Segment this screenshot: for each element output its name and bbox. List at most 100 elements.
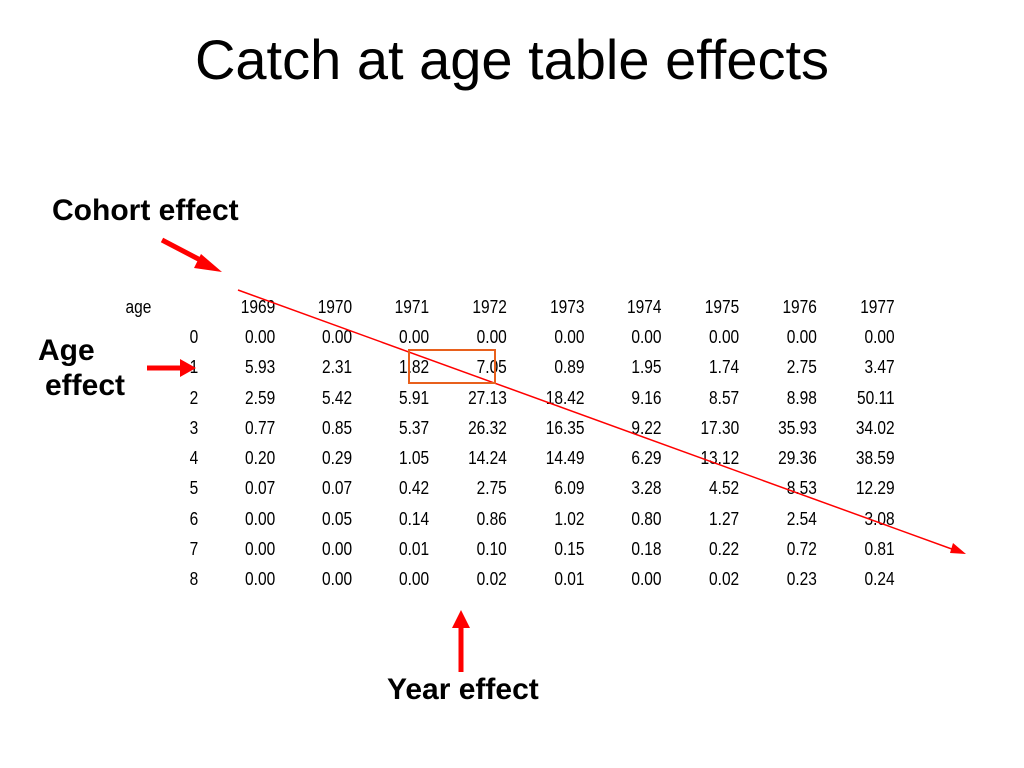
cohort-arrow-icon bbox=[160, 237, 222, 272]
catch-value-cell: 0.85 bbox=[322, 417, 353, 438]
catch-value-cell: 29.36 bbox=[778, 448, 817, 469]
row-spacer bbox=[100, 474, 151, 504]
year-header-1972: 1972 bbox=[472, 296, 507, 317]
catch-value-cell: 0.07 bbox=[322, 478, 353, 499]
table-row: 2 2.59 5.42 5.91 27.13 18.42 9.16 8.57 8.98 50.11 bbox=[100, 383, 895, 413]
catch-value-cell: 0.02 bbox=[709, 569, 740, 590]
catch-value-cell: 0.00 bbox=[631, 326, 662, 347]
catch-value-cell: 8.98 bbox=[786, 387, 817, 408]
table-header-row: age 1969 1970 1971 1972 1973 1974 1975 1976 1977 bbox=[100, 292, 894, 322]
catch-value-cell: 14.49 bbox=[545, 448, 585, 469]
table-row: 7 0.00 0.00 0.01 0.10 0.15 0.18 0.22 0.72 0.81 bbox=[100, 534, 895, 564]
table-row: 4 0.20 0.29 1.05 14.24 14.49 6.29 13.12 29.36 38.… bbox=[100, 443, 895, 473]
age-cell: 6 bbox=[189, 508, 199, 529]
catch-value-cell: 2.75 bbox=[476, 478, 507, 499]
catch-value-cell: 3.47 bbox=[864, 357, 895, 378]
age-cell: 3 bbox=[189, 417, 199, 438]
catch-value-cell: 8.57 bbox=[709, 387, 740, 408]
year-header-1969: 1969 bbox=[240, 296, 276, 317]
catch-value-cell: 0.00 bbox=[322, 326, 353, 347]
catch-value-cell: 9.22 bbox=[631, 417, 662, 438]
row-spacer bbox=[100, 413, 151, 443]
catch-value-cell: 6.09 bbox=[554, 478, 585, 499]
age-effect-label-line1: Age bbox=[38, 334, 95, 367]
catch-value-cell: 1.02 bbox=[554, 508, 585, 529]
row-spacer bbox=[100, 565, 151, 595]
catch-value-cell: 1.82 bbox=[398, 357, 430, 378]
row-spacer bbox=[100, 504, 151, 534]
age-cell: 7 bbox=[189, 539, 199, 560]
age-column-header: age bbox=[125, 296, 152, 317]
slide-title: Catch at age table effects bbox=[194, 28, 830, 91]
year-header-1975: 1975 bbox=[704, 296, 740, 317]
catch-value-cell: 0.29 bbox=[322, 448, 353, 469]
catch-value-cell: 16.35 bbox=[545, 417, 585, 438]
catch-value-cell: 2.31 bbox=[322, 357, 353, 378]
catch-value-cell: 3.28 bbox=[631, 478, 662, 499]
catch-value-cell: 1.05 bbox=[398, 448, 430, 469]
age-cell: 5 bbox=[189, 478, 199, 499]
catch-value-cell: 18.42 bbox=[545, 387, 585, 408]
catch-value-cell: 27.13 bbox=[468, 387, 507, 408]
catch-value-cell: 0.01 bbox=[398, 539, 430, 560]
catch-value-cell: 0.14 bbox=[398, 508, 430, 529]
catch-value-cell: 0.86 bbox=[476, 508, 507, 529]
catch-value-cell: 0.00 bbox=[554, 326, 585, 347]
catch-value-cell: 4.52 bbox=[709, 478, 740, 499]
catch-value-cell: 2.59 bbox=[245, 387, 276, 408]
catch-value-cell: 0.01 bbox=[554, 569, 585, 590]
catch-value-cell: 5.42 bbox=[322, 387, 353, 408]
catch-value-cell: 6.29 bbox=[631, 448, 662, 469]
catch-value-cell: 1.95 bbox=[631, 357, 662, 378]
catch-value-cell: 0.72 bbox=[786, 539, 817, 560]
catch-value-cell: 38.59 bbox=[855, 448, 895, 469]
age-cell: 0 bbox=[189, 326, 199, 347]
catch-value-cell: 13.12 bbox=[700, 448, 740, 469]
catch-value-cell: 0.00 bbox=[476, 326, 507, 347]
catch-value-cell: 7.05 bbox=[476, 357, 507, 378]
catch-value-cell: 5.37 bbox=[398, 417, 430, 438]
catch-value-cell: 0.15 bbox=[554, 539, 585, 560]
catch-value-cell: 0.00 bbox=[322, 539, 353, 560]
catch-value-cell: 0.20 bbox=[245, 448, 276, 469]
catch-at-age-table: age 1969 1970 1971 1972 1973 1974 1975 1976 1977 0… bbox=[100, 292, 895, 595]
catch-value-cell: 0.07 bbox=[245, 478, 276, 499]
age-cell: 1 bbox=[189, 357, 199, 378]
table-row: 3 0.77 0.85 5.37 26.32 16.35 9.22 17.30 35.93 34.… bbox=[100, 413, 895, 443]
catch-value-cell: 5.93 bbox=[245, 357, 276, 378]
year-header-1971: 1971 bbox=[394, 296, 430, 317]
catch-value-cell: 0.77 bbox=[245, 417, 276, 438]
table-row: 6 0.00 0.05 0.14 0.86 1.02 0.80 1.27 2.54 3.08 bbox=[100, 504, 895, 534]
table-row: 0 0.00 0.00 0.00 0.00 0.00 0.00 0.00 0.00 0.00 bbox=[100, 322, 895, 352]
age-cell: 2 bbox=[189, 387, 199, 408]
catch-value-cell: 0.22 bbox=[709, 539, 740, 560]
catch-value-cell: 8.53 bbox=[786, 478, 817, 499]
catch-value-cell: 0.00 bbox=[864, 326, 895, 347]
catch-value-cell: 34.02 bbox=[855, 417, 895, 438]
catch-value-cell: 0.00 bbox=[631, 569, 662, 590]
age-effect-label-line2: effect bbox=[45, 368, 126, 402]
catch-value-cell: 0.23 bbox=[786, 569, 817, 590]
year-header-1973: 1973 bbox=[550, 296, 585, 317]
catch-value-cell: 0.00 bbox=[398, 569, 430, 590]
row-spacer bbox=[100, 322, 151, 352]
catch-value-cell: 9.16 bbox=[631, 387, 662, 408]
catch-value-cell: 12.29 bbox=[855, 478, 895, 499]
catch-value-cell: 3.08 bbox=[864, 508, 895, 529]
catch-value-cell: 0.00 bbox=[245, 539, 276, 560]
year-header-1974: 1974 bbox=[627, 296, 662, 317]
year-header-1970: 1970 bbox=[317, 296, 353, 317]
row-spacer bbox=[100, 353, 151, 383]
catch-value-cell: 0.00 bbox=[245, 326, 276, 347]
catch-value-cell: 0.00 bbox=[398, 326, 430, 347]
age-effect-label: Age effect bbox=[38, 334, 125, 403]
table-row: 5 0.07 0.07 0.42 2.75 6.09 3.28 4.52 8.53 12.29 bbox=[100, 474, 895, 504]
catch-value-cell: 1.27 bbox=[709, 508, 740, 529]
catch-value-cell: 0.89 bbox=[554, 357, 585, 378]
catch-value-cell: 0.80 bbox=[631, 508, 662, 529]
catch-value-cell: 0.00 bbox=[322, 569, 353, 590]
header-spacer bbox=[151, 292, 198, 322]
age-cell: 4 bbox=[189, 448, 199, 469]
catch-value-cell: 0.18 bbox=[631, 539, 662, 560]
